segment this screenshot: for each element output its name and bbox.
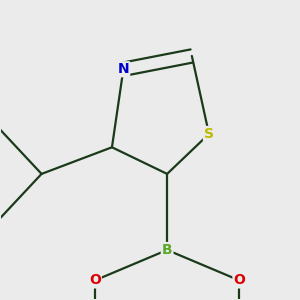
Text: B: B [162, 243, 172, 257]
Text: S: S [204, 127, 214, 141]
Text: N: N [118, 62, 129, 76]
Text: O: O [233, 273, 245, 287]
Text: O: O [89, 273, 101, 287]
